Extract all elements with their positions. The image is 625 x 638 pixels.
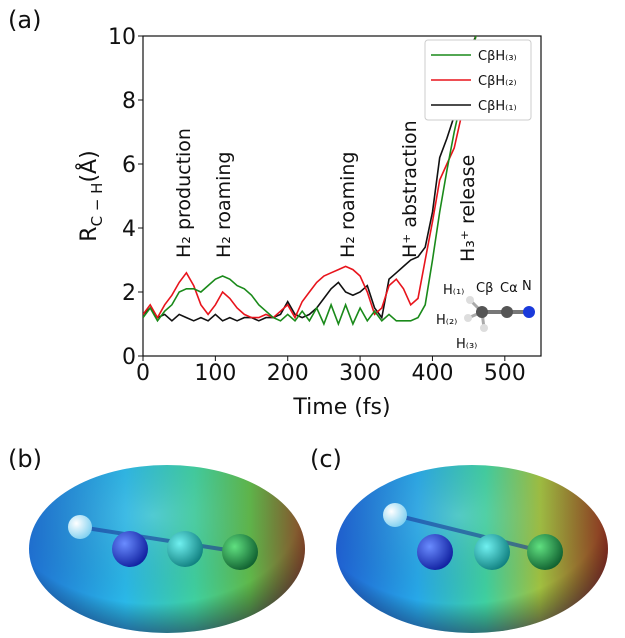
plot-area (142, 35, 542, 357)
y-tick-label: 6 (122, 153, 136, 178)
panel-label: (b) (8, 445, 42, 473)
x-tick-label: 400 (411, 361, 453, 386)
y-label-main: R (77, 226, 102, 241)
atom (464, 314, 472, 322)
series-line (143, 36, 477, 322)
molecule-inset (464, 296, 535, 332)
x-axis-label: Time (fs) (292, 395, 390, 420)
annotation: H₃⁺ release (457, 155, 479, 262)
atom (417, 534, 453, 570)
atom (474, 534, 510, 570)
y-label-sub: C − H (88, 183, 106, 227)
bond (79, 525, 241, 554)
x-tick-label: 0 (136, 361, 150, 386)
bond (394, 513, 546, 554)
atom (466, 296, 474, 304)
atom (383, 503, 407, 527)
molecule-label: Cβ (476, 281, 493, 296)
legend-label: CβH₍₃₎ (478, 49, 517, 64)
legend-box (424, 39, 532, 121)
legend-label: CβH₍₁₎ (478, 99, 517, 114)
surface-shade (336, 465, 608, 633)
molecule-label: N (522, 279, 532, 294)
annotation: H₂ production (173, 128, 195, 258)
y-tick-label: 10 (108, 25, 136, 50)
atom (476, 306, 488, 318)
atom (167, 531, 203, 567)
atom (501, 306, 513, 318)
esp-surface-b (29, 465, 305, 633)
y-axis-label: RC − H(Å) (75, 150, 106, 241)
series-line (143, 36, 477, 320)
atom (523, 306, 535, 318)
x-tick-label: 500 (484, 361, 526, 386)
panel-label: (c) (310, 445, 342, 473)
panel-label: (a) (8, 6, 41, 34)
x-tick-label: 300 (339, 361, 381, 386)
molecule-label: Cα (500, 281, 518, 296)
x-tick-label: 100 (194, 361, 236, 386)
annotation: H⁺ abstraction (399, 120, 421, 258)
atom (527, 534, 563, 570)
lines (143, 36, 477, 327)
annotation: H₂ roaming (213, 152, 235, 259)
esp-surface-c (336, 465, 608, 633)
x-tick-label: 200 (267, 361, 309, 386)
legend: CβH₍₃₎ CβH₍₂₎ CβH₍₁₎ (424, 39, 532, 121)
molecule-label: H₍₂₎ (436, 313, 457, 328)
axes-frame (142, 35, 542, 357)
atom (222, 534, 258, 570)
y-tick-label: 2 (122, 281, 136, 306)
atom (112, 531, 148, 567)
legend-label: CβH₍₂₎ (478, 74, 517, 89)
y-tick-label: 4 (122, 217, 136, 242)
y-label-unit: (Å) (75, 150, 102, 182)
atom (68, 515, 92, 539)
series-line (143, 36, 477, 327)
y-tick-label: 8 (122, 89, 136, 114)
molecule-label: H₍₁₎ (443, 283, 464, 298)
annotation: H₂ roaming (337, 152, 359, 259)
atom (480, 324, 488, 332)
molecule-label: H₍₃₎ (456, 337, 477, 352)
y-tick-label: 0 (122, 345, 136, 370)
